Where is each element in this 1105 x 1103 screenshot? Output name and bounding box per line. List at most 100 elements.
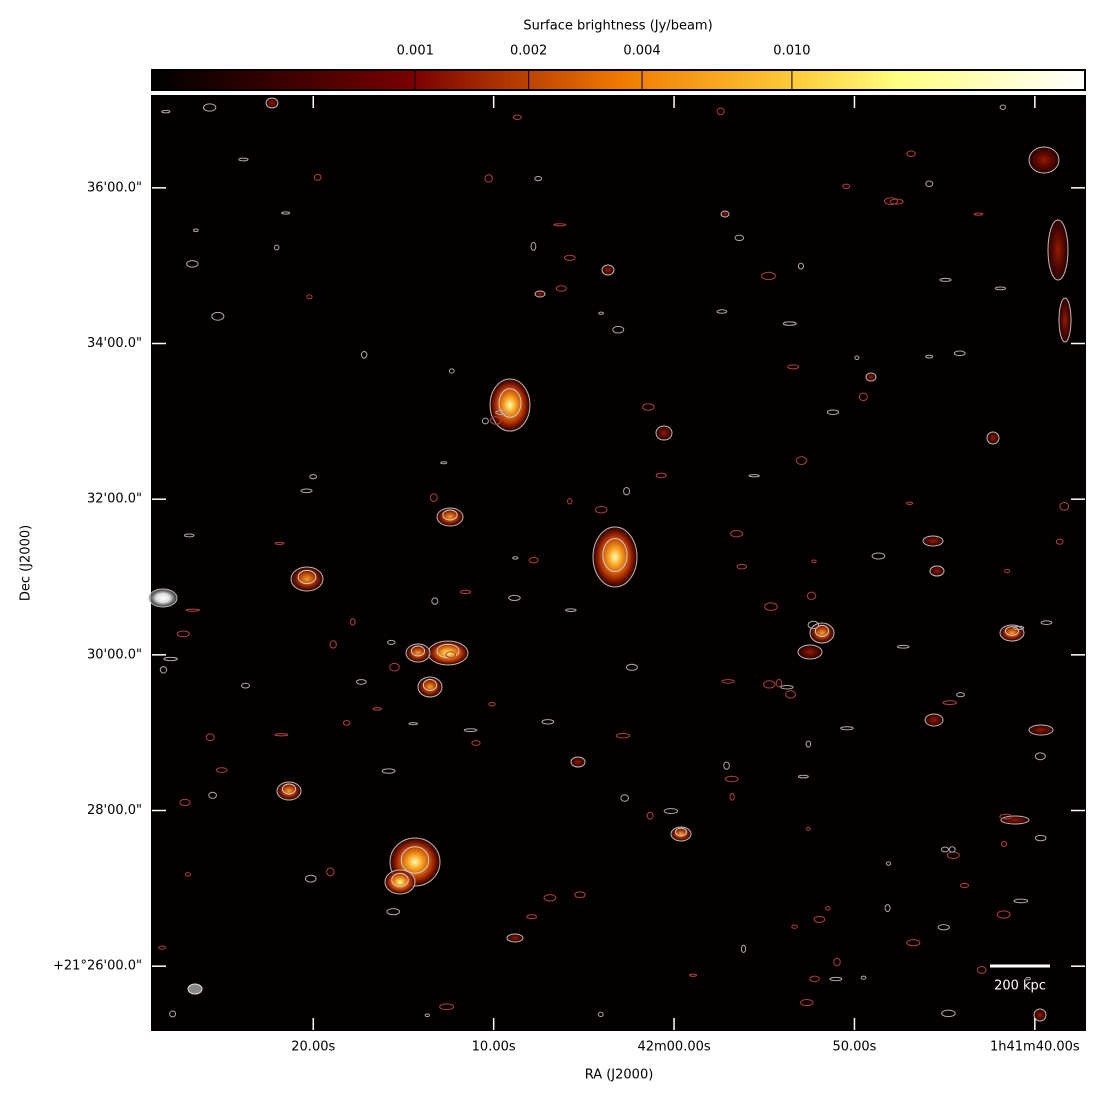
noise — [238, 157, 249, 162]
noise — [840, 726, 854, 731]
y-tick-label: 30'00.0" — [87, 647, 142, 662]
noise — [996, 910, 1011, 919]
contour — [1004, 626, 1020, 636]
noise — [329, 640, 337, 649]
noise — [791, 924, 798, 929]
contour — [410, 645, 426, 657]
y-tick-label: 32'00.0" — [87, 492, 142, 507]
noise — [795, 456, 808, 466]
contour — [675, 827, 687, 837]
noise — [216, 767, 228, 773]
noise — [306, 294, 313, 300]
noise — [625, 663, 638, 671]
x-tick-label: 50.00s — [832, 1040, 876, 1055]
noise — [829, 976, 843, 982]
noise — [826, 409, 840, 415]
y-tick-label: 28'00.0" — [87, 803, 142, 818]
noise — [655, 472, 667, 479]
y-tick-label: 34'00.0" — [87, 336, 142, 351]
source — [720, 210, 730, 218]
source — [276, 781, 302, 801]
source — [1058, 297, 1072, 343]
noise — [429, 493, 438, 502]
noise — [439, 1003, 455, 1011]
noise — [387, 639, 396, 645]
noise — [574, 891, 586, 899]
source — [670, 826, 692, 842]
source — [865, 372, 877, 382]
source — [489, 378, 531, 432]
noise — [1001, 840, 1008, 848]
noise — [389, 662, 400, 672]
noise — [161, 109, 171, 114]
noise — [342, 720, 351, 726]
noise — [183, 533, 195, 538]
source — [1028, 724, 1054, 736]
noise — [508, 594, 521, 601]
noise — [179, 798, 191, 807]
noise — [858, 392, 868, 402]
noise — [940, 846, 950, 853]
noise — [563, 254, 576, 261]
source — [384, 869, 416, 895]
noise — [809, 975, 820, 983]
noise — [842, 183, 851, 190]
noise — [431, 597, 439, 605]
noise — [734, 234, 745, 242]
source — [601, 264, 615, 276]
noise — [372, 707, 382, 711]
x-tick-label: 42m00.00s — [637, 1040, 710, 1055]
noise — [528, 557, 539, 564]
contour — [281, 783, 297, 795]
noise — [948, 846, 956, 853]
noise — [512, 556, 519, 560]
x-tick-label: 1h41m40.00s — [990, 1040, 1080, 1055]
noise — [495, 410, 509, 416]
noise — [205, 733, 215, 742]
noise — [445, 651, 457, 659]
noise — [871, 552, 886, 560]
noise — [192, 228, 199, 233]
noise — [976, 965, 987, 974]
noise — [833, 957, 841, 967]
colorbar-label: Surface brightness (Jy/beam) — [523, 19, 712, 34]
noise — [543, 894, 557, 902]
noise — [716, 107, 725, 116]
colorbar-tick-label: 0.002 — [510, 44, 547, 59]
source — [506, 933, 524, 943]
noise — [787, 364, 800, 370]
noise — [1034, 752, 1046, 761]
noise — [813, 915, 826, 923]
noise — [440, 461, 448, 465]
noise — [424, 1013, 430, 1018]
noise — [883, 197, 899, 206]
noise — [897, 644, 910, 649]
noise — [623, 486, 631, 496]
contour — [391, 872, 409, 888]
noise — [184, 872, 191, 877]
sources — [148, 97, 1072, 1022]
noise — [349, 618, 356, 626]
x-tick-label: 10.00s — [472, 1040, 516, 1055]
noise — [736, 563, 748, 570]
contour — [297, 569, 317, 585]
noise — [567, 498, 573, 505]
noise — [716, 309, 728, 314]
source — [265, 97, 279, 109]
noise — [724, 775, 739, 783]
noise — [526, 914, 537, 920]
source — [405, 643, 431, 663]
noise — [785, 690, 796, 699]
noise — [1013, 625, 1025, 630]
noise — [782, 321, 797, 326]
noise — [906, 150, 916, 157]
beam — [187, 983, 203, 995]
noise — [748, 474, 760, 478]
noise — [176, 630, 190, 638]
noise — [512, 114, 522, 120]
noise — [565, 608, 577, 612]
noise — [185, 608, 200, 612]
noise — [381, 768, 396, 774]
noise — [240, 682, 250, 689]
